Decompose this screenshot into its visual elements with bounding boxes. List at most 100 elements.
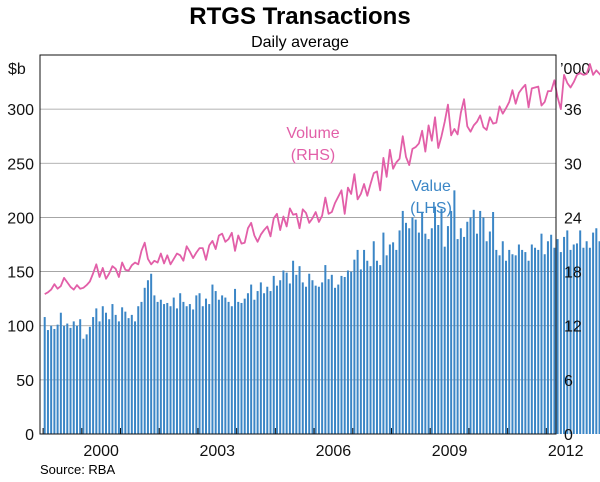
value-bar <box>514 255 517 434</box>
value-bar <box>463 236 466 434</box>
value-annotation-line1: Value <box>411 178 451 195</box>
value-bar <box>311 280 314 434</box>
value-bar <box>246 293 249 434</box>
value-bar <box>134 321 137 434</box>
x-tick-label: 2000 <box>83 443 119 460</box>
value-bar <box>595 228 598 434</box>
value-bar <box>256 291 259 434</box>
value-bar <box>95 308 98 434</box>
value-bar <box>446 226 449 434</box>
x-tick-label: 2009 <box>432 443 468 460</box>
value-bar <box>382 232 385 434</box>
value-bar <box>224 297 227 434</box>
value-bar <box>201 306 204 434</box>
value-bar <box>485 241 488 434</box>
value-bar <box>553 247 556 434</box>
value-bar <box>321 282 324 434</box>
value-bar <box>243 298 246 434</box>
value-bar <box>556 239 559 434</box>
value-bar <box>505 260 507 434</box>
value-bar <box>192 309 195 434</box>
value-bar <box>340 275 343 434</box>
source-note: Source: RBA <box>40 462 115 477</box>
value-bar <box>130 314 133 434</box>
value-bars <box>43 190 600 434</box>
value-bar <box>101 306 104 434</box>
right-tick-label: 18 <box>564 265 582 282</box>
value-bar <box>366 260 369 434</box>
value-bar <box>56 324 59 434</box>
value-bar <box>501 241 504 434</box>
value-bar <box>214 291 217 434</box>
value-bar <box>592 232 595 434</box>
left-axis-unit: $b <box>8 61 26 78</box>
right-tick-label: 24 <box>564 210 582 227</box>
value-bar <box>275 285 278 434</box>
value-bar <box>385 255 388 434</box>
value-bar <box>401 210 404 434</box>
value-bar <box>588 247 591 434</box>
value-bar <box>443 246 446 434</box>
value-bar <box>472 209 475 434</box>
x-tick-label: 2006 <box>316 443 352 460</box>
value-bar <box>79 319 82 434</box>
value-bar <box>92 317 95 434</box>
value-bar <box>230 306 233 434</box>
value-bar <box>559 252 562 434</box>
value-bar <box>482 217 485 434</box>
value-bar <box>172 297 175 434</box>
value-bar <box>469 217 472 434</box>
value-bar <box>182 301 185 434</box>
left-tick-label: 150 <box>7 265 34 282</box>
value-bar <box>388 244 391 434</box>
left-tick-label: 300 <box>7 102 34 119</box>
value-bar <box>517 244 520 434</box>
value-bar <box>575 243 578 434</box>
volume-annotation-line1: Volume <box>286 125 339 142</box>
value-bar <box>582 247 585 434</box>
value-bar <box>398 230 401 434</box>
value-bar <box>66 323 69 434</box>
value-bar <box>198 293 201 434</box>
value-bar <box>124 311 127 434</box>
value-bar <box>140 301 143 434</box>
value-bar <box>240 302 243 434</box>
value-bar <box>350 271 353 434</box>
value-bar <box>75 325 78 434</box>
value-bar <box>411 217 414 434</box>
value-bar <box>253 299 256 434</box>
x-tick-label: 2003 <box>199 443 235 460</box>
value-bar <box>111 304 114 434</box>
value-bar <box>153 295 156 434</box>
value-bar <box>263 293 266 434</box>
value-bar <box>456 239 459 434</box>
right-tick-label: 36 <box>564 102 582 119</box>
chart-title: RTGS Transactions <box>189 3 410 30</box>
value-bar <box>359 269 362 434</box>
value-bar <box>334 287 337 434</box>
value-bar <box>405 222 407 434</box>
value-bar <box>217 299 220 434</box>
value-bar <box>46 330 49 434</box>
value-bar <box>414 219 417 434</box>
value-bar <box>282 270 285 434</box>
value-bar <box>572 244 575 434</box>
value-bar <box>150 273 153 434</box>
value-bar <box>434 206 437 434</box>
value-bar <box>353 259 356 434</box>
value-bar <box>379 265 382 434</box>
value-bar <box>550 234 553 434</box>
value-bar <box>108 319 111 434</box>
value-bar <box>237 301 240 434</box>
left-tick-label: 0 <box>25 427 34 444</box>
value-bar <box>534 247 537 434</box>
value-bar <box>421 212 424 434</box>
value-bar <box>179 293 182 434</box>
value-bar <box>392 242 395 434</box>
value-bar <box>163 304 166 434</box>
value-bar <box>579 230 582 434</box>
value-bar <box>234 288 237 434</box>
left-tick-label: 50 <box>16 373 34 390</box>
value-bar <box>369 266 372 434</box>
